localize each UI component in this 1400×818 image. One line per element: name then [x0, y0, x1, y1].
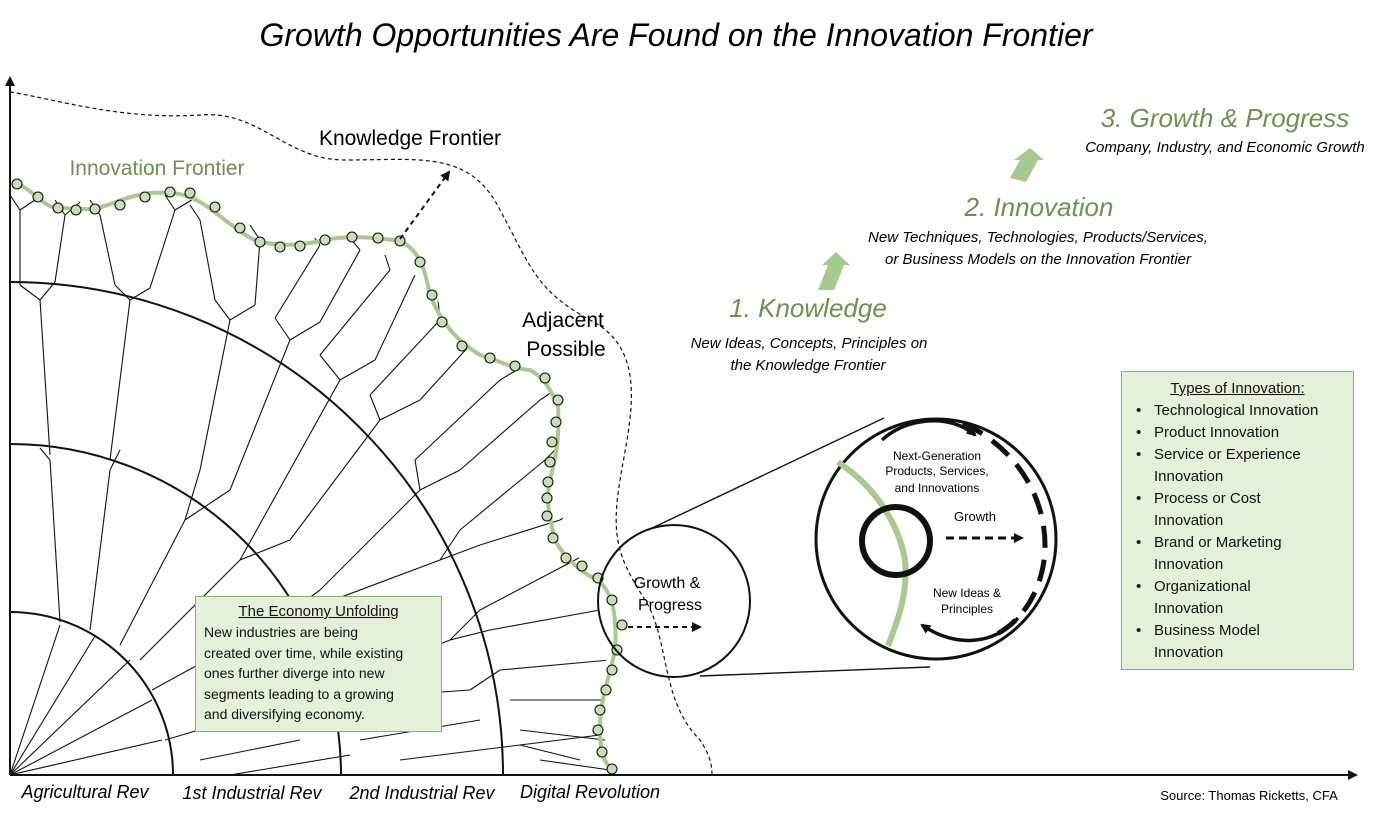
current-state-ring	[859, 504, 933, 578]
list-item: Product Innovation	[1136, 422, 1345, 444]
adjacent-possible-label-2: Possible	[526, 338, 605, 361]
step-3-desc-1: Company, Industry, and Economic Growth	[1085, 139, 1365, 156]
expanding-dashed-arc	[961, 420, 1048, 638]
list-item-line: Innovation	[1154, 468, 1224, 485]
list-item-line: Brand or Marketing	[1154, 534, 1282, 551]
list-item: Process or Cost Innovation	[1136, 488, 1345, 532]
economy-box-line: segments leading to a growing	[204, 685, 394, 702]
era-label-2nd-industrial: 2nd Industrial Rev	[348, 783, 495, 803]
innovation-frontier-line	[16, 181, 618, 772]
era-label-digital: Digital Revolution	[520, 782, 660, 802]
step-1-desc-1: New Ideas, Concepts, Principles on	[691, 335, 928, 352]
knowledge-frontier-label: Knowledge Frontier	[319, 127, 501, 150]
new-ideas-line-1: New Ideas &	[933, 586, 1001, 600]
list-item: Brand or Marketing Innovation	[1136, 532, 1345, 576]
economy-box-line: New industries are being	[204, 624, 359, 641]
list-item-line: Innovation	[1154, 600, 1224, 617]
list-item-line: Service or Experience	[1154, 446, 1301, 463]
economy-unfolding-box: The Economy Unfolding New industries are…	[195, 596, 442, 732]
list-item: Technological Innovation	[1136, 400, 1345, 422]
list-item-line: Organizational	[1154, 578, 1251, 595]
list-item: Business Model Innovation	[1136, 620, 1345, 664]
types-of-innovation-box: Types of Innovation: Technological Innov…	[1121, 371, 1354, 670]
list-item-line: Innovation	[1154, 644, 1224, 661]
step-2-desc-1: New Techniques, Technologies, Products/S…	[868, 229, 1208, 246]
growth-progress-label-1: Growth &	[634, 575, 701, 592]
step-arrow-2	[1010, 148, 1044, 182]
new-ideas-line-2: Principles	[941, 602, 993, 616]
step-1-desc-2: the Knowledge Frontier	[730, 357, 886, 374]
types-list: Technological Innovation Product Innovat…	[1130, 400, 1345, 664]
page-title: Growth Opportunities Are Found on the In…	[259, 17, 1093, 53]
era-label-agricultural: Agricultural Rev	[20, 782, 149, 802]
list-item-line: Process or Cost	[1154, 490, 1261, 507]
step-2-desc-2: or Business Models on the Innovation Fro…	[885, 251, 1192, 268]
adjacent-possible-label-1: Adjacent	[522, 309, 604, 332]
growth-progress-label-2: Progress	[638, 597, 702, 614]
step-3-title: 3. Growth & Progress	[1101, 103, 1350, 133]
step-2-title: 2. Innovation	[964, 192, 1114, 222]
zoom-connector-top	[647, 417, 885, 531]
new-ideas-curved-arrow	[920, 616, 1020, 643]
zoom-connector-bottom	[699, 666, 931, 677]
next-gen-line-2: Products, Services,	[885, 464, 988, 478]
knowledge-frontier-boundary	[9, 91, 713, 776]
step-arrow-1	[818, 252, 850, 290]
innovation-frontier-label: Innovation Frontier	[69, 157, 244, 180]
zoom-frontier-arc	[836, 459, 909, 648]
innovation-frontier-beads	[11, 178, 628, 775]
source-note: Source: Thomas Ricketts, CFA	[1160, 788, 1338, 803]
list-item-line: Technological Innovation	[1154, 402, 1319, 419]
list-item-line: Innovation	[1154, 512, 1224, 529]
list-item-line: Product Innovation	[1154, 424, 1280, 441]
list-item: Organizational Innovation	[1136, 576, 1345, 620]
growth-progress-circle	[597, 524, 751, 678]
list-item: Service or Experience Innovation	[1136, 444, 1345, 488]
economy-box-line: and diversifying economy.	[204, 706, 365, 723]
list-item-line: Innovation	[1154, 556, 1224, 573]
list-item-line: Business Model	[1154, 622, 1260, 639]
zoom-growth-label: Growth	[954, 509, 996, 524]
zoom-circle	[814, 417, 1058, 661]
frontier-push-arrow	[399, 170, 451, 240]
next-gen-curved-arrow	[880, 419, 977, 442]
economy-box-heading: The Economy Unfolding	[238, 603, 399, 620]
next-gen-line-3: and Innovations	[895, 481, 980, 495]
step-1-title: 1. Knowledge	[729, 293, 887, 323]
economy-box-line: ones further diverge into new	[204, 665, 385, 682]
economy-box-line: created over time, while existing	[204, 644, 404, 661]
types-box-heading: Types of Innovation:	[1170, 380, 1305, 397]
next-gen-line-1: Next-Generation	[893, 449, 981, 463]
era-label-1st-industrial: 1st Industrial Rev	[182, 783, 322, 803]
